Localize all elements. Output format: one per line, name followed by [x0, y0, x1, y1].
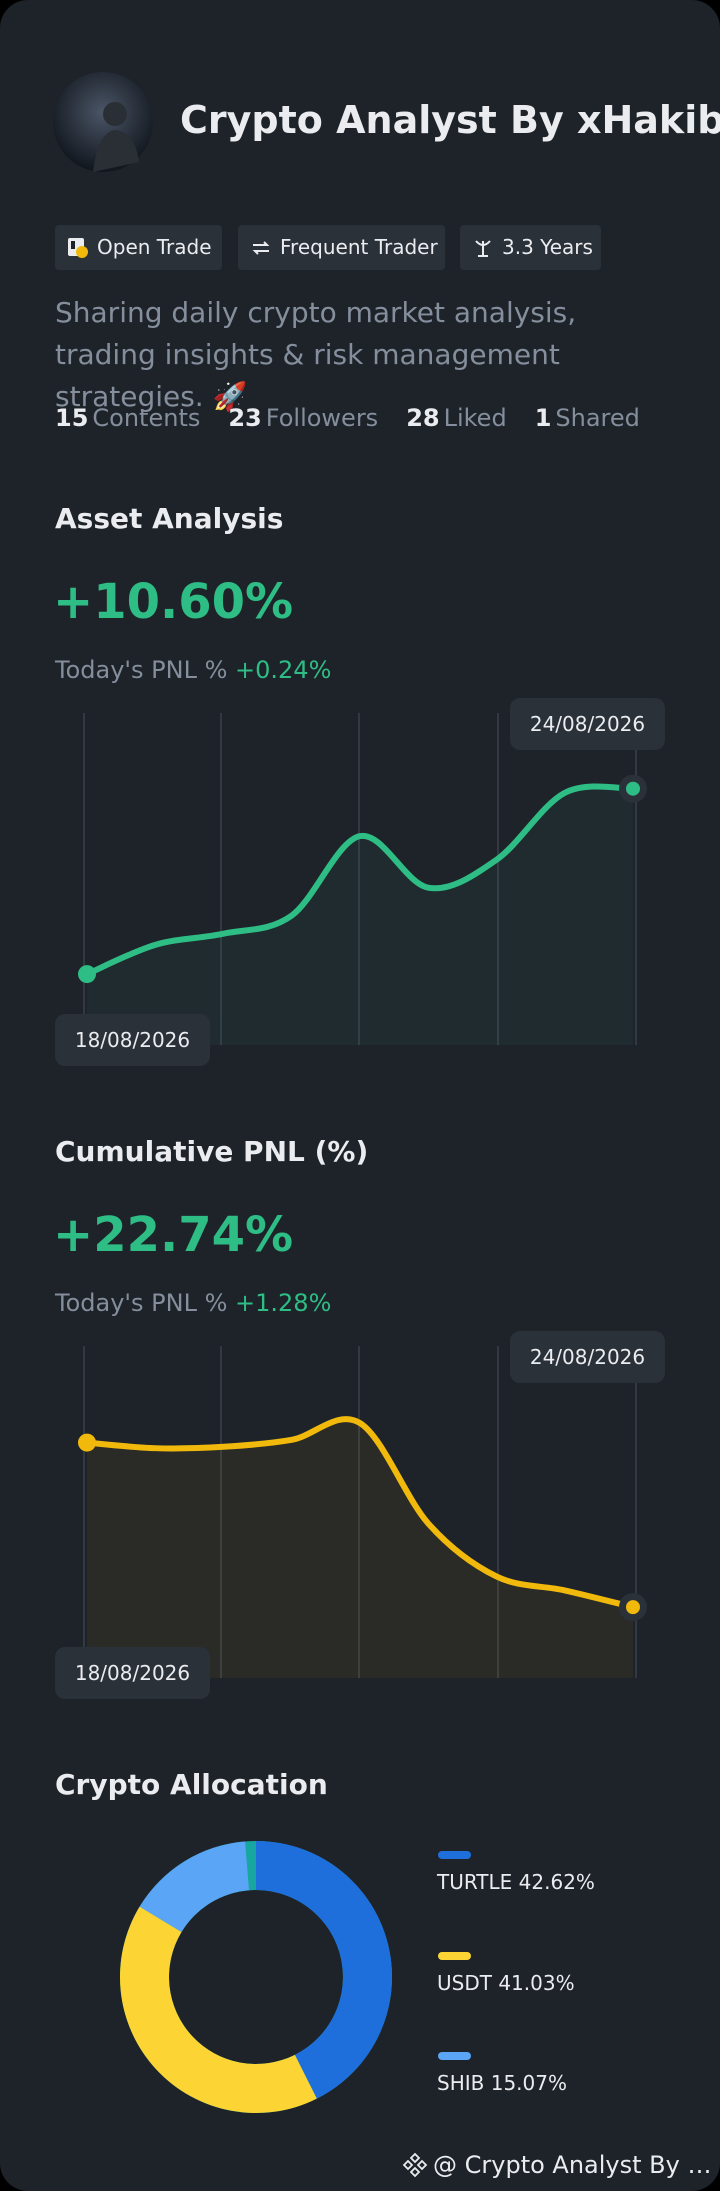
stat-label: Liked [443, 404, 507, 432]
start-point [78, 965, 96, 984]
line-area [87, 1419, 633, 1678]
date-tooltip: 18/08/2026 [55, 1014, 210, 1066]
badge: Open Trade [55, 225, 222, 270]
avatar [53, 72, 153, 172]
stat: 15 Contents [55, 404, 200, 432]
badge-text: 3.3 Years [502, 235, 593, 259]
section-title: Crypto Allocation [55, 1768, 328, 1801]
legend-name: TURTLE [437, 1870, 513, 1894]
date-tooltip: 24/08/2026 [510, 698, 665, 750]
legend-swatch [438, 2052, 471, 2060]
donut-slice [139, 1841, 250, 1933]
today-pnl: Today's PNL % +0.24% [55, 656, 331, 684]
profile-name: Crypto Analyst By xHakib [180, 98, 720, 142]
legend-value: 41.03% [498, 1970, 575, 1995]
headline: +22.74% [53, 1207, 294, 1263]
stat-value: 28 [406, 404, 440, 432]
stat-label: Followers [265, 404, 379, 432]
footer-text: @ Crypto Analyst By xH... [433, 2151, 715, 2179]
date-tooltip: 18/08/2026 [55, 1647, 210, 1699]
start-point [78, 1433, 96, 1452]
legend-entry: TURTLE 42.62% [437, 1870, 595, 1894]
stat: 23 Followers [228, 404, 378, 432]
stat: 1 Shared [535, 404, 640, 432]
date-tooltip: 24/08/2026 [510, 1331, 665, 1383]
legend-entry: SHIB 15.07% [437, 2071, 567, 2095]
stat-value: 15 [55, 404, 89, 432]
legend-value: 15.07% [490, 2071, 567, 2095]
stat-value: 23 [228, 404, 262, 432]
legend-name: SHIB [437, 2071, 485, 2095]
legend-value: 42.62% [518, 1870, 595, 1894]
today-value: +1.28% [235, 1289, 332, 1317]
badge: Frequent Trader [238, 225, 445, 270]
legend-name: USDT [437, 1970, 492, 1995]
today-pnl: Today's PNL % +1.28% [55, 1289, 331, 1317]
footer-icon [402, 2152, 428, 2178]
today-label: Today's PNL % [55, 1289, 228, 1317]
stats: 15 Contents 23 Followers 28 Liked 1 Shared [55, 404, 668, 432]
legend-swatch [438, 1951, 471, 1960]
line-chart [78, 1346, 647, 1678]
today-value: +0.24% [235, 656, 332, 684]
line-area [87, 786, 633, 1045]
stat: 28 Liked [406, 404, 507, 432]
donut-slice [119, 1906, 317, 2113]
stat-value: 1 [534, 404, 552, 432]
badge-text: Frequent Trader [280, 235, 438, 259]
donut-chart [119, 1841, 392, 2113]
end-point [626, 781, 640, 796]
badge: 3.3 Years [460, 225, 601, 270]
line-chart [78, 713, 647, 1045]
line [84, 1416, 636, 1611]
legend-entry: USDT 41.03% [437, 1971, 575, 1995]
legend-swatch [438, 1851, 471, 1859]
bio: Sharing daily crypto market analysis, tr… [55, 296, 577, 413]
section-title: Cumulative PNL (%) [55, 1135, 369, 1168]
stat-label: Shared [555, 404, 640, 432]
headline: +10.60% [53, 574, 294, 630]
badge-text: Open Trade [97, 235, 212, 259]
line [84, 783, 636, 978]
section-title: Asset Analysis [55, 502, 284, 535]
end-point [626, 1600, 640, 1615]
donut-slice [256, 1841, 392, 2099]
stat-label: Contents [92, 404, 201, 432]
today-label: Today's PNL % [55, 656, 228, 684]
